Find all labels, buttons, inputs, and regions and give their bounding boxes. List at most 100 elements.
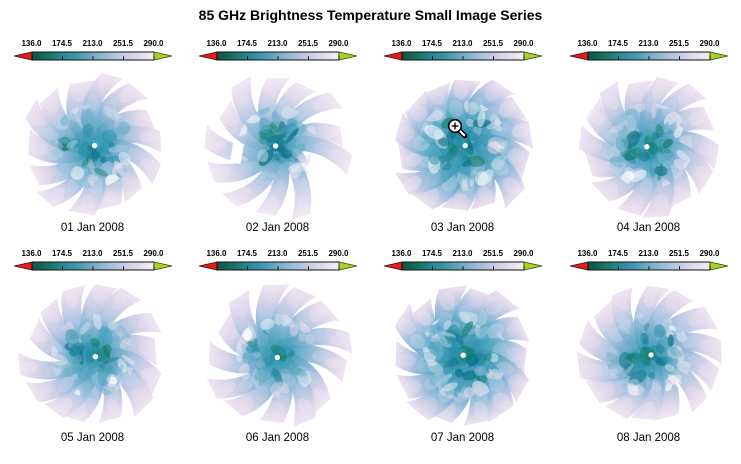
colorbar-scale bbox=[569, 51, 728, 61]
image-panel: 136.0 174.5 213.0 251.5 290.0 07 Jan 2008 bbox=[370, 248, 555, 444]
colorbar-right-arrow-icon bbox=[153, 261, 172, 271]
colorbar-tick-label: 290.0 bbox=[328, 249, 349, 258]
panel-date-label: 02 Jan 2008 bbox=[245, 222, 310, 234]
brightness-temperature-image[interactable] bbox=[370, 280, 555, 430]
colorbar-tick-label: 251.5 bbox=[112, 249, 134, 258]
image-panel: 136.0 174.5 213.0 251.5 290.0 02 Jan 2008 bbox=[185, 38, 370, 234]
colorbar-tick-label: 174.5 bbox=[236, 249, 258, 258]
panel-date-label: 07 Jan 2008 bbox=[430, 432, 495, 444]
brightness-temperature-image[interactable] bbox=[0, 280, 185, 430]
brightness-temperature-image[interactable] bbox=[556, 280, 741, 430]
colorbar-scale bbox=[13, 261, 172, 271]
colorbar-tick-label: 290.0 bbox=[513, 249, 534, 258]
panel-date-label: 06 Jan 2008 bbox=[245, 432, 310, 444]
colorbar-tick-label: 174.5 bbox=[607, 249, 629, 258]
colorbar-tick-label: 290.0 bbox=[699, 39, 720, 48]
brightness-temperature-image[interactable] bbox=[0, 70, 185, 220]
colorbar-tick-label: 213.0 bbox=[82, 249, 103, 258]
colorbar-right-arrow-icon bbox=[709, 51, 728, 61]
colorbar-tick-label: 290.0 bbox=[143, 39, 164, 48]
image-panel: 136.0 174.5 213.0 251.5 290.0 05 Jan 2008 bbox=[0, 248, 185, 444]
image-panel: 136.0 174.5 213.0 251.5 290.0 01 Jan 2008 bbox=[0, 38, 185, 234]
colorbar-tick-label: 251.5 bbox=[668, 249, 690, 258]
image-panel: 136.0 174.5 213.0 251.5 290.0 04 Jan 2008 bbox=[556, 38, 741, 234]
colorbar-tick-label: 251.5 bbox=[482, 39, 504, 48]
colorbar-tick-label: 136.0 bbox=[577, 39, 598, 48]
colorbar-tick-label: 136.0 bbox=[577, 249, 598, 258]
colorbar-tick-label: 213.0 bbox=[638, 39, 659, 48]
colorbar-left-arrow-icon bbox=[383, 51, 402, 61]
colorbar-scale bbox=[198, 51, 357, 61]
colorbar-tick-label: 174.5 bbox=[421, 39, 443, 48]
panel-date-label: 04 Jan 2008 bbox=[616, 222, 681, 234]
colorbar-left-arrow-icon bbox=[383, 261, 402, 271]
pole-hole bbox=[91, 142, 98, 149]
colorbar-right-arrow-icon bbox=[338, 261, 357, 271]
colorbar-tick-label: 213.0 bbox=[82, 39, 103, 48]
colorbar-tick-label: 136.0 bbox=[206, 249, 227, 258]
colorbar-tick-label: 136.0 bbox=[206, 39, 227, 48]
figure-title: 85 GHz Brightness Temperature Small Imag… bbox=[198, 7, 543, 23]
colorbar-tick-label: 251.5 bbox=[297, 39, 319, 48]
colorbar-scale bbox=[13, 51, 172, 61]
image-panel: 136.0 174.5 213.0 251.5 290.0 08 Jan 2008 bbox=[556, 248, 741, 444]
panel-date-label: 08 Jan 2008 bbox=[616, 432, 681, 444]
colorbar-tick-label: 213.0 bbox=[267, 39, 288, 48]
brightness-temperature-image[interactable] bbox=[556, 70, 741, 220]
colorbar-right-arrow-icon bbox=[153, 51, 172, 61]
colorbar: 136.0 174.5 213.0 251.5 290.0 bbox=[198, 38, 357, 64]
pole-hole bbox=[92, 354, 99, 360]
pole-hole bbox=[272, 143, 279, 149]
colorbar-tick-label: 213.0 bbox=[452, 39, 473, 48]
panel-date-label: 01 Jan 2008 bbox=[60, 222, 125, 234]
colorbar-tick-label: 136.0 bbox=[391, 39, 412, 48]
colorbar-scale bbox=[383, 51, 542, 61]
colorbar-tick-label: 213.0 bbox=[452, 249, 473, 258]
pole-hole bbox=[460, 352, 466, 358]
colorbar-left-arrow-icon bbox=[569, 51, 588, 61]
colorbar-tick-label: 174.5 bbox=[607, 39, 629, 48]
colorbar-tick-label: 136.0 bbox=[21, 39, 42, 48]
colorbar-scale bbox=[198, 261, 357, 271]
colorbar-tick-label: 213.0 bbox=[638, 249, 659, 258]
colorbar-left-arrow-icon bbox=[569, 261, 588, 271]
colorbar-scale bbox=[569, 261, 728, 271]
brightness-temperature-image[interactable] bbox=[185, 280, 370, 430]
colorbar-tick-label: 251.5 bbox=[112, 39, 134, 48]
colorbar-right-arrow-icon bbox=[523, 51, 542, 61]
image-panel: 136.0 174.5 213.0 251.5 290.0 06 Jan 2008 bbox=[185, 248, 370, 444]
pole-hole bbox=[644, 144, 650, 150]
colorbar-tick-label: 136.0 bbox=[21, 249, 42, 258]
colorbar-right-arrow-icon bbox=[338, 51, 357, 61]
colorbar-left-arrow-icon bbox=[198, 51, 217, 61]
colorbar-tick-label: 136.0 bbox=[391, 249, 412, 258]
colorbar-scale bbox=[383, 261, 542, 271]
pole-hole bbox=[648, 352, 654, 358]
colorbar-tick-label: 213.0 bbox=[267, 249, 288, 258]
colorbar: 136.0 174.5 213.0 251.5 290.0 bbox=[13, 248, 172, 274]
colorbar-tick-label: 174.5 bbox=[421, 249, 443, 258]
colorbar-tick-label: 290.0 bbox=[143, 249, 164, 258]
colorbar: 136.0 174.5 213.0 251.5 290.0 bbox=[198, 248, 357, 274]
colorbar-left-arrow-icon bbox=[13, 261, 32, 271]
colorbar: 136.0 174.5 213.0 251.5 290.0 bbox=[13, 38, 172, 64]
colorbar: 136.0 174.5 213.0 251.5 290.0 bbox=[383, 38, 542, 64]
panel-date-label: 05 Jan 2008 bbox=[60, 432, 125, 444]
zoom-in-cursor-icon bbox=[447, 118, 468, 139]
colorbar-tick-label: 174.5 bbox=[51, 39, 73, 48]
colorbar-tick-label: 251.5 bbox=[297, 249, 319, 258]
colorbar-tick-label: 290.0 bbox=[328, 39, 349, 48]
pole-hole bbox=[462, 142, 468, 149]
colorbar-tick-label: 251.5 bbox=[668, 39, 690, 48]
panel-date-label: 03 Jan 2008 bbox=[430, 222, 495, 234]
colorbar-tick-label: 290.0 bbox=[513, 39, 534, 48]
colorbar-tick-label: 251.5 bbox=[482, 249, 504, 258]
colorbar-left-arrow-icon bbox=[198, 261, 217, 271]
colorbar: 136.0 174.5 213.0 251.5 290.0 bbox=[569, 248, 728, 274]
colorbar-right-arrow-icon bbox=[709, 261, 728, 271]
brightness-temperature-image[interactable] bbox=[370, 70, 555, 220]
colorbar-tick-label: 290.0 bbox=[699, 249, 720, 258]
brightness-temperature-image[interactable] bbox=[185, 70, 370, 220]
colorbar-tick-label: 174.5 bbox=[236, 39, 258, 48]
